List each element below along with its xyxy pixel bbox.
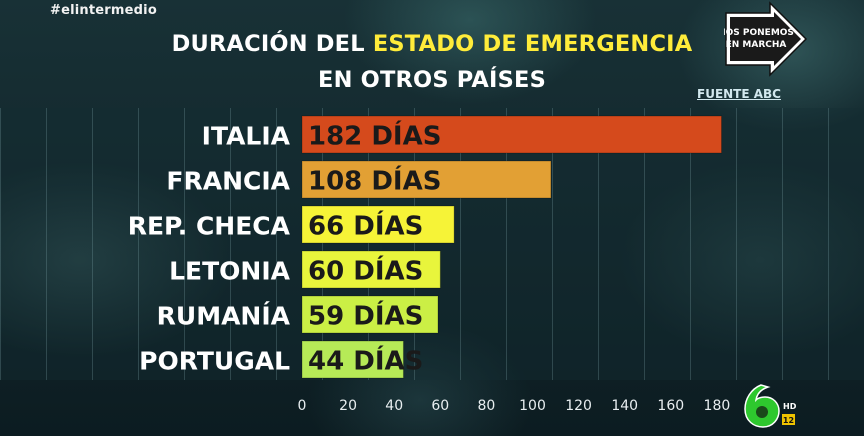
bar bbox=[301, 115, 723, 154]
bar bbox=[301, 295, 439, 334]
category-label: PORTUGAL bbox=[139, 347, 290, 376]
x-tick-label: 160 bbox=[657, 398, 684, 414]
category-label: FRANCIA bbox=[166, 167, 290, 196]
hd-badge: HD bbox=[783, 402, 797, 411]
category-label: ITALIA bbox=[202, 122, 291, 151]
category-label: RUMANÍA bbox=[157, 302, 291, 331]
title-part-1: DURACIÓN DEL bbox=[171, 31, 373, 57]
x-tick-label: 60 bbox=[431, 398, 449, 414]
bar-value-label: 182 DÍAS bbox=[308, 120, 441, 152]
chart-background-grid bbox=[0, 108, 864, 380]
x-tick-label: 80 bbox=[477, 398, 495, 414]
x-tick-label: 40 bbox=[385, 398, 403, 414]
bar bbox=[301, 340, 404, 379]
bar bbox=[301, 250, 441, 289]
bar-value-label: 44 DÍAS bbox=[308, 345, 423, 377]
bar-value-label: 66 DÍAS bbox=[308, 210, 423, 242]
x-tick-label: 180 bbox=[704, 398, 731, 414]
category-label: REP. CHECA bbox=[128, 212, 291, 241]
x-tick-label: 100 bbox=[519, 398, 546, 414]
age-rating-badge: 12 bbox=[783, 416, 794, 425]
bar bbox=[301, 205, 455, 244]
program-hashtag: #elintermedio bbox=[50, 3, 157, 18]
bar bbox=[301, 160, 552, 199]
sexta-logo-hole bbox=[756, 406, 768, 418]
x-tick-label: 20 bbox=[339, 398, 357, 414]
bar-value-label: 60 DÍAS bbox=[308, 255, 423, 287]
title-line-2: EN OTROS PAÍSES bbox=[318, 67, 546, 93]
x-tick-label: 120 bbox=[565, 398, 592, 414]
show-logo: NOS PONEMOS EN MARCHA bbox=[724, 1, 808, 77]
show-logo-line-1: NOS PONEMOS bbox=[724, 28, 794, 38]
category-label: LETONIA bbox=[169, 257, 291, 286]
x-tick-label: 0 bbox=[298, 398, 307, 414]
show-logo-arrow-icon: NOS PONEMOS EN MARCHA bbox=[724, 1, 808, 77]
age-rating-badge-bg bbox=[782, 414, 795, 425]
bar-value-label: 108 DÍAS bbox=[308, 165, 441, 197]
title-line-1: DURACIÓN DEL ESTADO DE EMERGENCIA bbox=[0, 26, 864, 62]
source-label: FUENTE ABC bbox=[697, 87, 781, 101]
x-tick-label: 140 bbox=[611, 398, 638, 414]
show-logo-line-2: EN MARCHA bbox=[726, 40, 787, 50]
network-logo: HD 12 bbox=[744, 384, 797, 428]
chart-title: DURACIÓN DEL ESTADO DE EMERGENCIA EN OTR… bbox=[0, 26, 864, 98]
bar-value-label: 59 DÍAS bbox=[308, 300, 423, 332]
title-highlight: ESTADO DE EMERGENCIA bbox=[372, 31, 693, 57]
